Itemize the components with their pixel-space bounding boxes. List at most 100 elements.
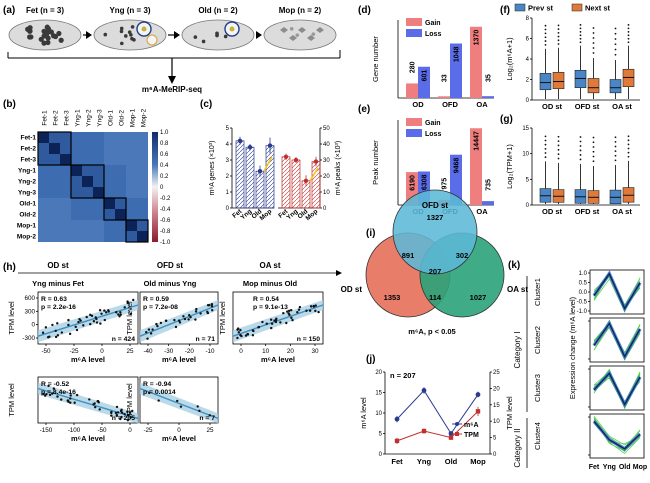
heatmap-cell	[82, 187, 93, 198]
colorbar-tick: 1.0	[160, 130, 169, 136]
c-category-label: Mop	[259, 208, 274, 222]
oocyte-dot	[28, 34, 34, 40]
scatter-point	[114, 411, 118, 415]
scatter-point	[194, 318, 197, 321]
cluster-mean-line	[593, 420, 641, 450]
heatmap-cell	[60, 209, 71, 220]
box-outlier	[627, 147, 630, 150]
scatter-point	[75, 328, 79, 332]
scatter-point	[251, 333, 255, 337]
heatmap-cell	[82, 154, 93, 165]
scatter-point	[196, 405, 199, 408]
box-outlier	[579, 136, 582, 138]
scatter-point	[95, 317, 98, 321]
venn-set-label-ofd: OFD st	[422, 201, 449, 210]
j-tick-label-left: 0	[379, 452, 383, 458]
gain-bar	[406, 83, 418, 98]
m6a-point	[448, 431, 454, 436]
heatmap-cell	[137, 198, 148, 209]
scatter-ylabel: TPM level	[125, 383, 134, 417]
colorbar-tick: 0.6	[160, 152, 169, 158]
panel-label-e: (e)	[358, 104, 370, 115]
panelF-category-label: OD st	[542, 102, 563, 111]
scatter-point	[195, 307, 198, 311]
oocyte-dot	[119, 29, 124, 34]
scatter-x-tick-label: 0	[239, 348, 243, 355]
panel-label-k: (k)	[508, 260, 520, 271]
heatmap-cell	[82, 231, 93, 242]
panelF-ylabel: Log₂(m⁶A+1)	[505, 37, 514, 81]
scatter-point	[115, 413, 119, 417]
box-outlier	[544, 24, 547, 27]
bar-value-label: 9468	[454, 158, 461, 174]
scatter-point	[246, 332, 249, 336]
scatter-point	[199, 312, 202, 315]
c-tick-label-right: 0	[323, 206, 327, 212]
scatter-point	[98, 308, 102, 312]
scatter-point	[265, 322, 268, 325]
scatter-xlabel: m⁶A level	[162, 434, 196, 443]
scatter-point	[120, 415, 123, 419]
scatter-point	[66, 399, 69, 402]
scatter-point	[314, 304, 317, 307]
row-label: Mop-2	[17, 234, 37, 241]
oocyte-dot	[201, 39, 206, 44]
scatter-point	[178, 321, 182, 324]
heatmap-cell	[49, 132, 60, 143]
panelD-category-label: OA	[476, 100, 488, 109]
loss-bar	[482, 96, 494, 98]
box-next	[587, 78, 600, 94]
box-outlier	[614, 154, 617, 157]
box-outlier	[557, 148, 560, 151]
bar-value-label: 6308	[422, 174, 429, 190]
scatter-point	[69, 394, 72, 397]
scatter-ylabel: TPM level	[7, 301, 16, 335]
scatter-point	[188, 313, 191, 317]
k-category-label: Old	[619, 464, 631, 471]
scatter-point	[115, 311, 118, 314]
scatter-x-tick-label: -150	[40, 427, 53, 434]
scatter-point	[314, 309, 317, 313]
oocyte-dot	[193, 35, 198, 39]
legend-gain-label: Gain	[425, 20, 441, 27]
heatmap-cell	[115, 187, 126, 198]
oocyte-dot	[119, 26, 124, 31]
k-tick-label: 0.0	[579, 290, 588, 296]
panel-b-correlation-heatmap: Fet-1 Fet-1 Fet-2 Fet-2 Fet-3 Fet-3 Yng-1 Yng-1…	[17, 108, 171, 246]
heatmap-cell	[38, 132, 49, 143]
heatmap-cell	[104, 176, 115, 187]
bar-value-label: 35	[486, 74, 493, 82]
heatmap-cell	[38, 187, 49, 198]
scatter-n-label: n = 424	[112, 336, 135, 343]
peaks-bar	[311, 161, 321, 209]
heatmap-cell	[38, 231, 49, 242]
atretic-mark	[316, 27, 324, 33]
box-outlier	[627, 135, 630, 138]
k-tick-label: 1.0	[579, 271, 588, 277]
box-outlier	[592, 141, 595, 144]
scatter-point	[279, 321, 282, 324]
heatmap-cell	[60, 132, 71, 143]
c-tick-label-right: 30	[323, 158, 330, 164]
scatter-n-label: n = 71	[196, 336, 216, 343]
scatter-point	[77, 320, 80, 324]
box-outlier	[544, 40, 547, 42]
row-label: Fet-2	[20, 146, 36, 153]
h-header-arrow	[336, 270, 342, 276]
c-tick-label-left: 1	[226, 190, 230, 196]
j-tick-label-right: 5	[493, 436, 497, 442]
panel-label-a: (a)	[3, 5, 15, 16]
legend-m6a-label: m⁶A	[464, 422, 479, 429]
j-tick-label-right: 0	[493, 452, 497, 458]
panel-label-f: (f)	[500, 5, 510, 16]
box-outlier	[627, 27, 630, 30]
scatter-point	[290, 308, 293, 312]
oocyte-dot	[215, 33, 219, 37]
tpm-point	[394, 438, 400, 444]
genes-bar	[235, 140, 245, 209]
oocyte-dot	[43, 31, 50, 37]
box-outlier	[614, 140, 617, 143]
scatter-point	[98, 408, 101, 411]
box-outlier	[557, 153, 560, 156]
scatter-point	[54, 335, 58, 339]
